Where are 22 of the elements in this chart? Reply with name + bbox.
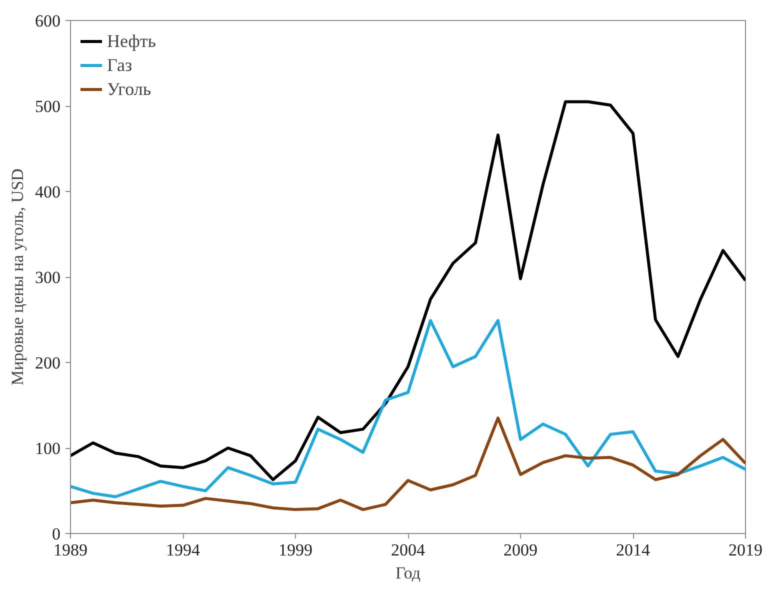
x-tick-label: 2009: [504, 540, 538, 560]
y-axis-title: Мировые цены на уголь, USD: [8, 168, 27, 386]
x-tick-label: 1999: [278, 540, 312, 560]
x-tick-label: 1989: [54, 540, 88, 560]
x-tick-label: 1994: [166, 540, 200, 560]
x-tick-label: 2014: [616, 540, 650, 560]
x-tick-label: 2004: [391, 540, 426, 560]
legend-label: Газ: [107, 54, 132, 76]
y-tick-label: 0: [52, 524, 60, 544]
y-tick-label: 100: [35, 439, 60, 458]
y-tick-label: 600: [35, 12, 60, 30]
legend-label: Уголь: [107, 78, 152, 100]
line-series: [70, 100, 746, 482]
y-tick-label: 200: [35, 354, 60, 372]
x-tick-label: 2019: [728, 540, 762, 560]
y-tick-label: 400: [35, 182, 60, 202]
line-series: [70, 416, 746, 512]
x-axis-title: Год: [396, 564, 421, 582]
legend-label: Нефть: [107, 30, 156, 52]
y-tick-label: 300: [35, 268, 60, 287]
line-series: [70, 319, 746, 498]
y-tick-label: 500: [35, 97, 60, 116]
